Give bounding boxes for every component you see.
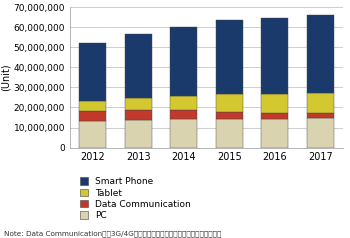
Legend: Smart Phone, Tablet, Data Communication, PC: Smart Phone, Tablet, Data Communication,… <box>80 177 191 220</box>
Bar <box>125 110 152 120</box>
Bar <box>170 110 197 119</box>
Bar <box>125 99 152 110</box>
Bar <box>79 121 106 148</box>
Text: Note: Data Communicationは、3G/4Gパーソナルルータ、通信データカードが対象: Note: Data Communicationは、3G/4Gパーソナルルータ、… <box>4 230 221 237</box>
Bar <box>79 101 106 111</box>
Bar <box>307 15 334 93</box>
Bar <box>216 20 243 94</box>
Bar <box>125 120 152 148</box>
Bar <box>125 34 152 99</box>
Bar <box>79 111 106 121</box>
Bar <box>170 27 197 96</box>
Bar <box>216 94 243 113</box>
Y-axis label: (Unit): (Unit) <box>1 64 11 91</box>
Bar <box>261 114 288 119</box>
Bar <box>261 94 288 114</box>
Bar <box>261 119 288 148</box>
Bar <box>307 93 334 114</box>
Bar <box>170 119 197 148</box>
Bar <box>307 119 334 148</box>
Bar <box>216 113 243 119</box>
Bar <box>79 43 106 101</box>
Bar <box>170 96 197 110</box>
Bar <box>261 18 288 94</box>
Bar <box>216 119 243 148</box>
Bar <box>307 114 334 119</box>
